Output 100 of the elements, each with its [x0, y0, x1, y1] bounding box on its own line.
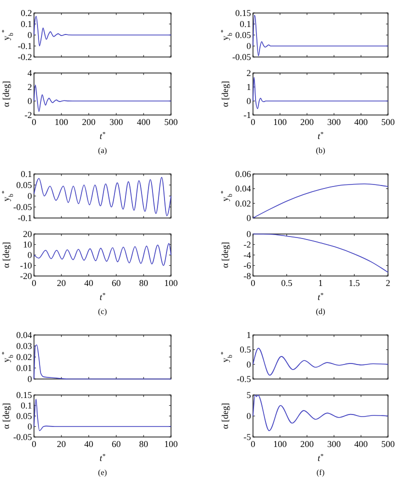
y-tick-label: -0.2 [18, 52, 32, 62]
y-tick-label: 0 [246, 229, 252, 239]
y-tick-label: 10 [23, 240, 32, 250]
y-tick-label: 2 [28, 82, 32, 92]
line-series [252, 348, 388, 376]
y-tick-label: 0.02 [235, 198, 251, 208]
y-tick-label: -0.1 [18, 41, 32, 51]
x-tick-label: 100 [164, 278, 178, 288]
x-tick-label: 100 [54, 117, 69, 127]
y-tick-label: 2 [246, 68, 251, 78]
y-tick-label: 0 [246, 411, 252, 421]
x-tick-label: 80 [139, 439, 149, 449]
y-tick-label: 0.05 [16, 180, 32, 190]
line-series [252, 184, 388, 218]
y-tick-label: 0.15 [235, 8, 252, 18]
x-tick-label: 200 [300, 117, 314, 127]
y-tick-label: 0.01 [16, 363, 32, 373]
y-tick-label: 0.06 [235, 169, 252, 179]
y-tick-label: 0.15 [16, 390, 32, 400]
line-series [34, 344, 172, 380]
y-tick-label: -2 [244, 240, 251, 250]
x-tick-label: 60 [112, 278, 122, 288]
y-axis-title: α [deg] [1, 81, 11, 107]
x-tick-label: 200 [82, 117, 96, 127]
y-tick-label: -4 [244, 250, 252, 260]
line-series [34, 398, 172, 432]
y-tick-label: -0.05 [232, 52, 252, 62]
x-tick-label: 200 [300, 439, 314, 449]
x-tick-label: 20 [56, 278, 66, 288]
line-series [34, 243, 172, 266]
line-series [34, 16, 172, 46]
text: (a) [98, 146, 108, 155]
text: (f) [316, 468, 325, 477]
y-tick-label: 0 [28, 30, 32, 40]
y-tick-label: -1 [244, 110, 251, 120]
x-axis-title: t$^{*}$ [318, 130, 324, 141]
y-tick-label: 0 [246, 359, 252, 370]
x-tick-label: 300 [109, 117, 124, 127]
y-tick-label: 0 [246, 41, 252, 51]
x-tick-label: 0.5 [281, 278, 293, 288]
line-series [252, 14, 388, 56]
y-tick-label: 0 [246, 213, 252, 223]
text: (b) [316, 146, 326, 155]
y-tick-label: 0.03 [16, 341, 32, 351]
y-tick-label: 0.04 [16, 330, 32, 340]
text: (d) [316, 307, 326, 316]
x-tick-label: 300 [327, 117, 342, 127]
y-tick-label: 0.05 [16, 411, 32, 421]
y-tick-label: 0 [28, 96, 32, 106]
x-tick-label: 60 [112, 439, 122, 449]
line-series [252, 394, 388, 432]
y-tick-label: -2 [24, 110, 32, 120]
x-tick-label: 2 [386, 278, 390, 288]
x-tick-label: 40 [84, 439, 94, 449]
y-tick-label: 0.02 [16, 352, 32, 362]
y-tick-label: 0.05 [235, 30, 252, 40]
x-tick-label: 100 [273, 117, 288, 127]
y-tick-label: 1 [246, 330, 251, 340]
y-tick-label: 0.2 [20, 8, 32, 18]
x-tick-label: 500 [381, 117, 396, 127]
y-tick-label: -0.1 [18, 213, 32, 223]
y-tick-label: -20 [20, 271, 32, 281]
line-series [34, 84, 172, 112]
y-tick-label: -0.5 [236, 374, 252, 384]
y-tick-label: 0.1 [20, 169, 32, 179]
x-axis-title: t$^{*}$ [100, 130, 106, 141]
line-series [252, 234, 388, 273]
x-tick-label: 100 [164, 439, 178, 449]
line-series [34, 176, 172, 216]
y-tick-label: -0.05 [13, 432, 32, 442]
y-tick-label: -6 [244, 260, 252, 270]
y-tick-label: 0 [28, 250, 32, 260]
x-tick-label: 1 [318, 278, 323, 288]
y-axis-title: α [deg] [220, 403, 230, 429]
y-tick-label: -10 [20, 260, 32, 270]
y-tick-label: 0.1 [240, 19, 251, 29]
y-tick-label: -5 [244, 432, 252, 442]
y-axis-title: α [deg] [1, 242, 11, 268]
x-tick-label: 100 [273, 439, 288, 449]
x-axis-title: t$^{*}$ [100, 452, 106, 463]
x-tick-label: 500 [164, 117, 178, 127]
y-tick-label: 0 [28, 191, 32, 201]
y-tick-label: -8 [244, 271, 252, 281]
y-axis-title: α [deg] [1, 403, 11, 429]
y-tick-label: 0.5 [240, 344, 252, 355]
y-tick-label: 0 [28, 422, 32, 432]
y-tick-label: 4 [28, 68, 32, 78]
x-tick-label: 300 [327, 439, 342, 449]
y-tick-label: 0 [246, 96, 252, 106]
y-axis-title: α [deg] [220, 81, 230, 107]
y-axis-title: α [deg] [220, 242, 230, 268]
y-tick-label: 0.1 [20, 400, 32, 410]
x-tick-label: 400 [354, 439, 368, 449]
y-tick-label: 5 [246, 390, 252, 400]
text: (e) [98, 468, 108, 477]
y-tick-label: -0.05 [13, 202, 32, 212]
x-axis-title: t$^{*}$ [318, 292, 324, 302]
x-tick-label: 400 [354, 117, 368, 127]
x-tick-label: 40 [84, 278, 94, 288]
y-tick-label: 20 [23, 229, 32, 239]
